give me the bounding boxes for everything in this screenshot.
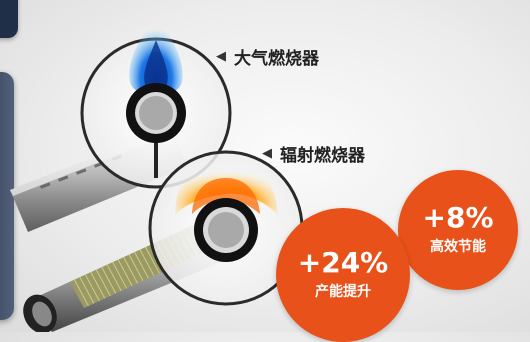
atmospheric-burner-circle — [80, 12, 232, 189]
atmospheric-burner-label: ◀ 大气燃烧器 — [216, 44, 319, 69]
capacity-badge: +24% 产能提升 — [276, 208, 410, 342]
product-illustration: ◀ 大气燃烧器 ◀ 辐射燃烧器 +8% 高效节能 +24% 产能提升 — [0, 0, 518, 342]
atmospheric-burner-text: 大气燃烧器 — [234, 49, 319, 69]
radiant-burner-label: ◀ 辐射燃烧器 — [262, 141, 365, 166]
left-arrow-icon: ◀ — [262, 146, 272, 161]
energy-saving-badge: +8% 高效节能 — [398, 170, 518, 290]
capacity-value: +24% — [297, 246, 389, 279]
left-panel — [0, 72, 14, 320]
energy-saving-value: +8% — [422, 201, 494, 234]
burner-graphics — [10, 12, 304, 332]
capacity-caption: 产能提升 — [315, 284, 371, 300]
left-arrow-icon: ◀ — [216, 49, 226, 64]
left-panel-top — [0, 0, 18, 38]
radiant-burner-text: 辐射燃烧器 — [280, 146, 365, 166]
energy-saving-caption: 高效节能 — [430, 239, 486, 255]
